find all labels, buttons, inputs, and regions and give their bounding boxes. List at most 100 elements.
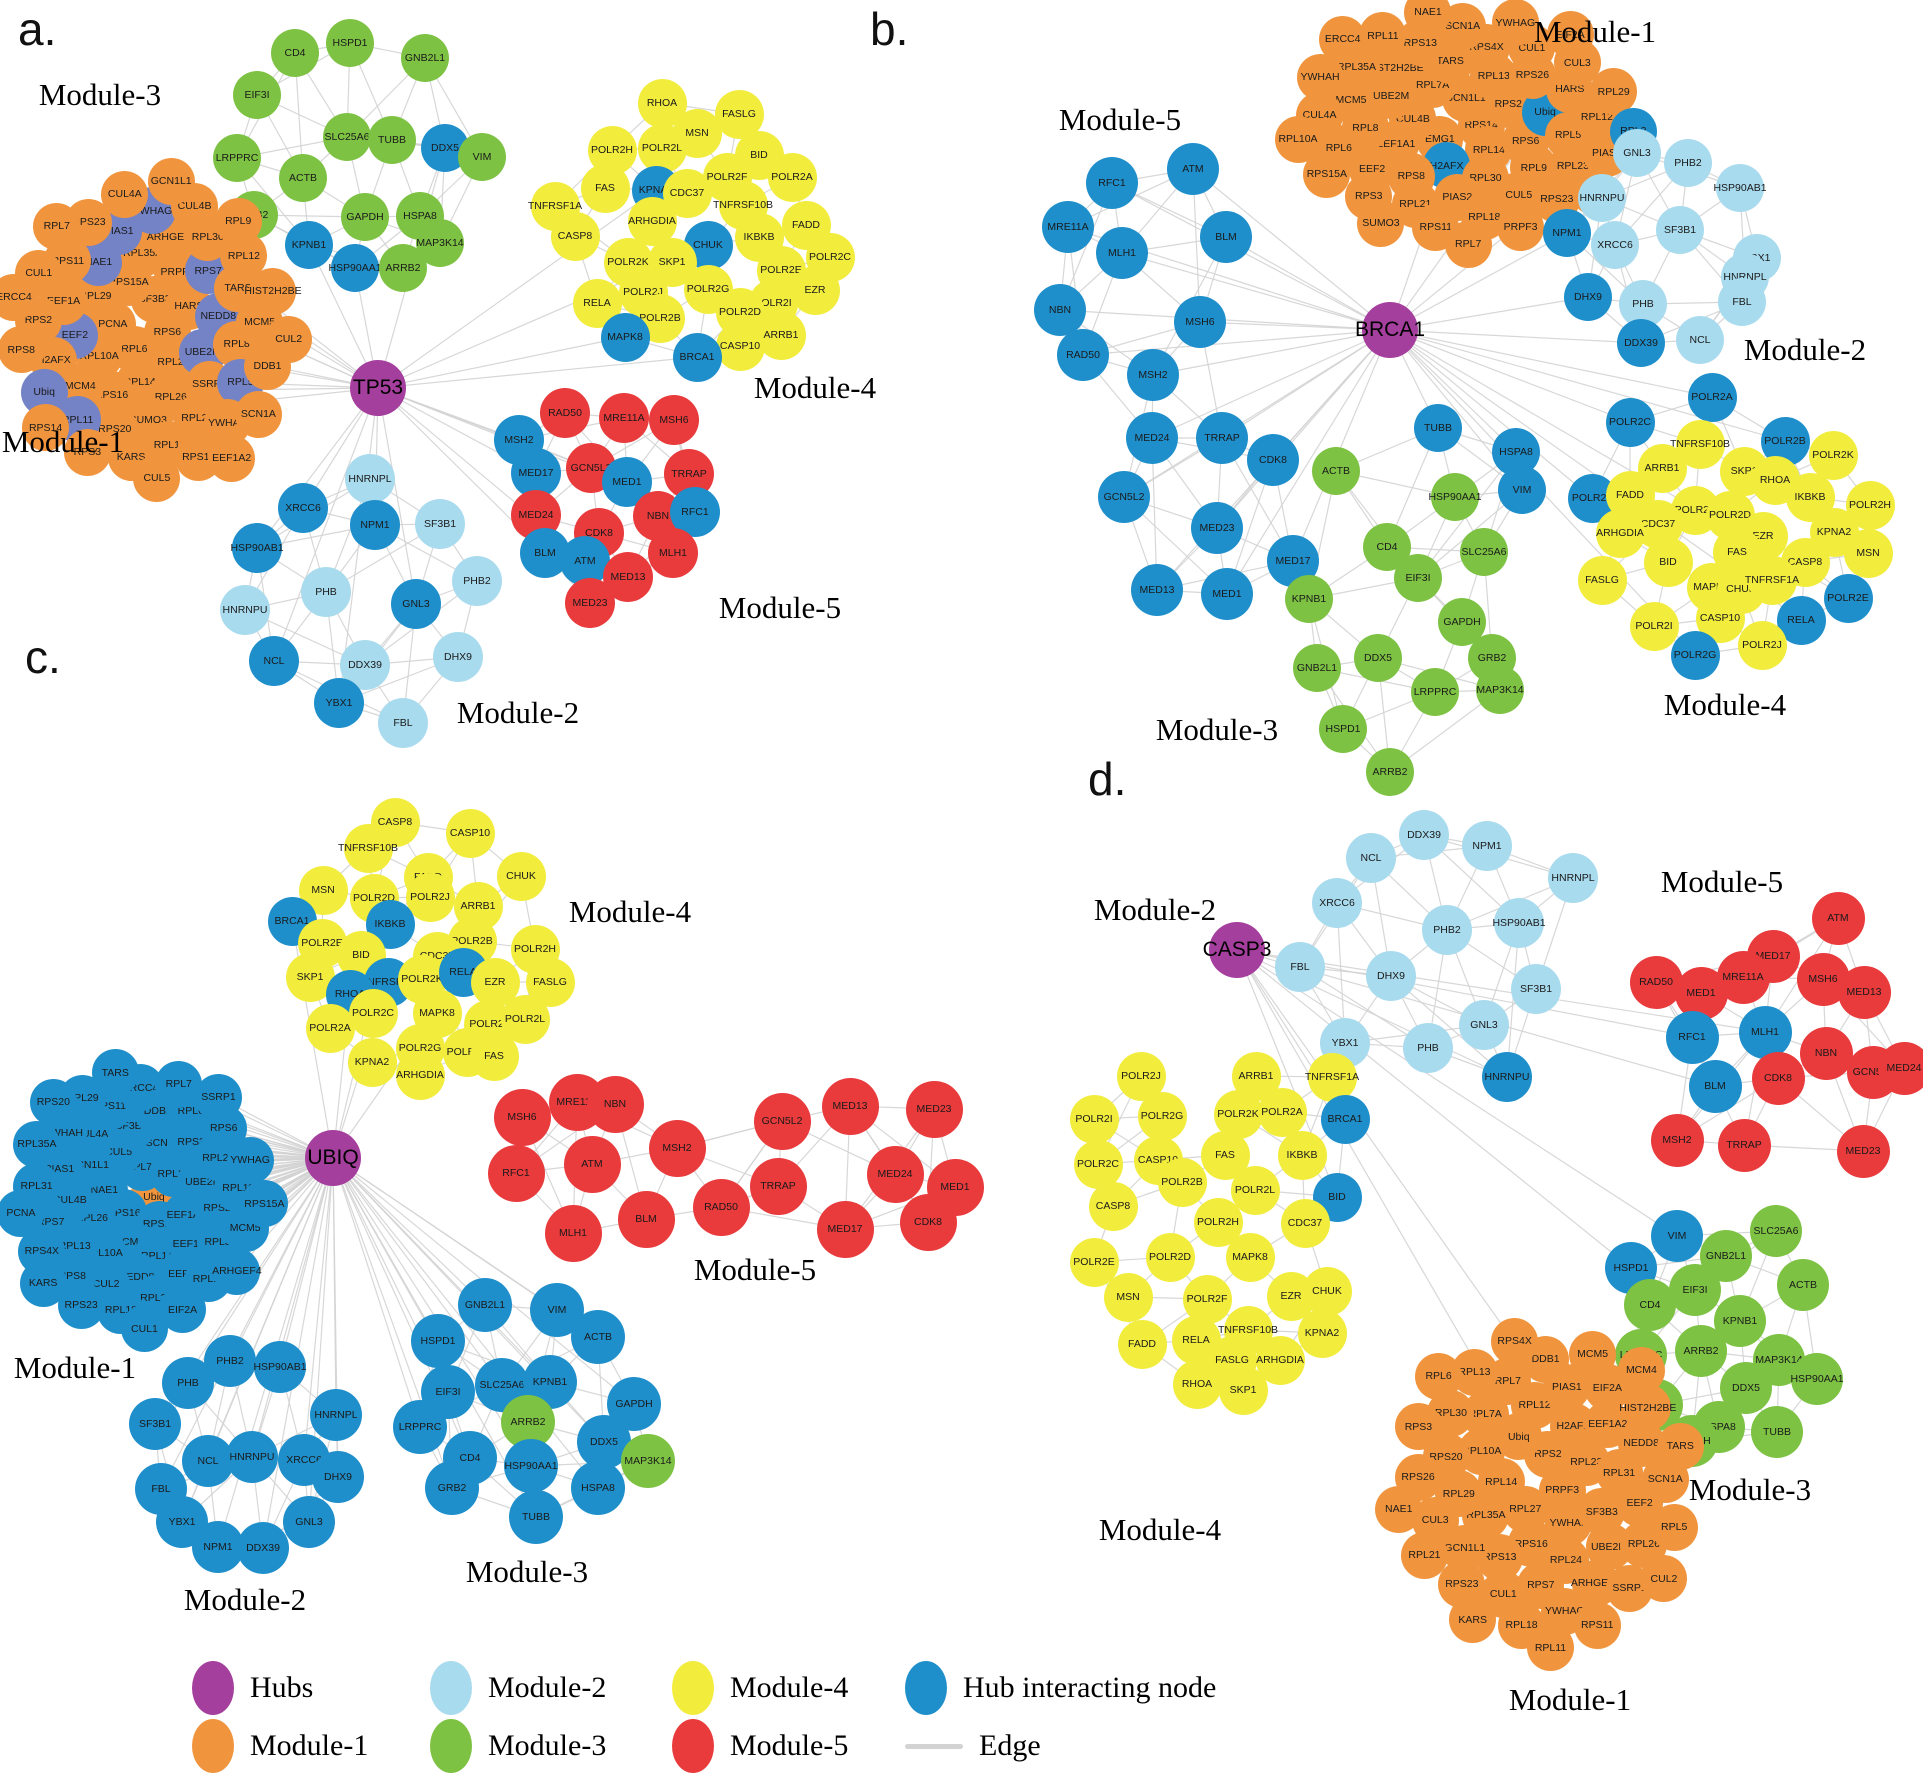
node-rps3: RPS3: [1394, 1403, 1442, 1451]
module-5-swatch-icon: [672, 1719, 714, 1773]
node-rad50: RAD50: [1629, 955, 1683, 1009]
node-polr2b: POLR2B: [1157, 1157, 1207, 1207]
node-rps15a: RPS15A: [240, 1180, 288, 1228]
node-hnrnpl: HNRNPL: [1548, 853, 1598, 903]
hub-node-ubiq: UBIQ: [305, 1130, 361, 1186]
legend-item-module-1: Module-1: [192, 1718, 368, 1774]
node-atm: ATM: [563, 1135, 621, 1193]
node-ybx1: YBX1: [314, 678, 364, 728]
hub-interacting-node-swatch-icon: [905, 1661, 947, 1715]
module-label: Module-3: [1155, 712, 1279, 747]
node-casp8: CASP8: [550, 211, 600, 261]
node-fbl: FBL: [1718, 278, 1766, 326]
node-map3k14: MAP3K14: [416, 219, 464, 267]
node-gnb2l1: GNB2L1: [458, 1278, 512, 1332]
node-tars: TARS: [1656, 1422, 1704, 1470]
node-sf3b1: SF3B1: [1656, 206, 1704, 254]
node-rpl11: RPL11: [1526, 1624, 1574, 1672]
node-mapk8: MAPK8: [600, 312, 650, 362]
node-blm: BLM: [1200, 211, 1252, 263]
node-arhgdia: ARHGDIA: [395, 1050, 445, 1100]
node-cul5: CUL5: [133, 455, 181, 503]
node-rpl9: RPL9: [214, 197, 262, 245]
node-kpna2: KPNA2: [347, 1037, 397, 1087]
legend-label: Hub interacting node: [963, 1671, 1217, 1704]
node-ercc4: ERCC4: [1319, 15, 1367, 63]
node-msn: MSN: [1843, 528, 1893, 578]
node-rps4x: RPS4X: [1491, 1317, 1539, 1365]
node-sf3b1: SF3B1: [415, 499, 465, 549]
node-eef1a2: EEF1A2: [208, 434, 256, 482]
hub-node-brca1: BRCA1: [1355, 302, 1425, 358]
node-rhoa: RHOA: [1172, 1359, 1222, 1409]
node-dhx9: DHX9: [312, 1451, 364, 1503]
hub-node-tp53: TP53: [350, 360, 406, 416]
node-brca1: BRCA1: [672, 332, 722, 382]
legend-label: Module-5: [730, 1729, 849, 1762]
node-phb: PHB: [301, 567, 351, 617]
node-hnrnpl: HNRNPL: [310, 1389, 362, 1441]
node-med24: MED24: [866, 1145, 924, 1203]
node-scn1a: SCN1A: [234, 390, 282, 438]
node-gnb2l1: GNB2L1: [401, 34, 449, 82]
node-polr2i: POLR2I: [1629, 601, 1679, 651]
node-polr2i: POLR2I: [1069, 1094, 1119, 1144]
node-dhx9: DHX9: [1564, 273, 1612, 321]
node-vim: VIM: [1651, 1210, 1703, 1262]
node-msh6: MSH6: [649, 395, 699, 445]
node-hsp90ab1: HSP90AB1: [1492, 898, 1546, 948]
node-tubb: TUBB: [1751, 1406, 1803, 1458]
node-gcn1l1: GCN1L1: [147, 157, 195, 205]
node-actb: ACTB: [571, 1310, 625, 1364]
node-cul4a: CUL4A: [101, 170, 149, 218]
module-label: Module-1: [1533, 14, 1657, 49]
node-sumo3: SUMO3: [1357, 199, 1405, 247]
node-cd4: CD4: [271, 29, 319, 77]
node-polr2k: POLR2K: [1808, 430, 1858, 480]
module-label: Module-1: [13, 1350, 137, 1385]
node-ssrp1: SSRP1: [195, 1073, 242, 1121]
legend-label: Module-4: [730, 1671, 849, 1704]
node-cul1: CUL1: [120, 1305, 168, 1353]
node-arrb2: ARRB2: [1675, 1325, 1727, 1377]
node-nbn: NBN: [1034, 284, 1086, 336]
node-med1: MED1: [1201, 568, 1253, 620]
node-rps20: RPS20: [29, 1078, 77, 1126]
node-ddx39: DDX39: [237, 1522, 289, 1574]
node-med17: MED17: [816, 1200, 874, 1258]
node-casp10: CASP10: [445, 808, 495, 858]
node-tnfrsf1a: TNFRSF1A: [1745, 555, 1799, 605]
node-map3k14: MAP3K14: [1476, 666, 1524, 714]
node-actb: ACTB: [279, 154, 327, 202]
node-mlh1: MLH1: [1096, 227, 1148, 279]
node-arrb2: ARRB2: [1366, 748, 1414, 796]
node-mre11a: MRE11A: [1042, 201, 1094, 253]
node-msh6: MSH6: [493, 1088, 551, 1146]
node-polr2e: POLR2E: [1823, 573, 1873, 623]
legend-item-module-5: Module-5: [672, 1718, 848, 1774]
node-atm: ATM: [1811, 891, 1865, 945]
node-med23: MED23: [1191, 502, 1243, 554]
node-mcm5: MCM5: [1569, 1331, 1617, 1379]
module-label: Module-2: [183, 1582, 307, 1617]
node-ncl: NCL: [1676, 316, 1724, 364]
edge-line-icon: [905, 1743, 963, 1749]
module-label: Module-5: [1058, 102, 1182, 137]
node-trrap: TRRAP: [749, 1157, 807, 1215]
node-rfc1: RFC1: [1665, 1010, 1719, 1064]
node-cd4: CD4: [1624, 1279, 1676, 1331]
module-2-swatch-icon: [430, 1661, 472, 1715]
node-gnl3: GNL3: [283, 1496, 335, 1548]
module-label: Module-2: [1093, 892, 1217, 927]
node-fadd: FADD: [1117, 1319, 1167, 1369]
node-med24: MED24: [1126, 412, 1178, 464]
node-hsp90ab1: HSP90AB1: [230, 523, 284, 573]
node-msh6: MSH6: [1174, 296, 1226, 348]
module-4-swatch-icon: [672, 1661, 714, 1715]
node-fbl: FBL: [378, 698, 428, 748]
node-med23: MED23: [565, 578, 615, 628]
node-ywhag: YWHAG: [226, 1136, 274, 1184]
node-nbn: NBN: [1799, 1026, 1853, 1080]
legend-item-hubs: Hubs: [192, 1660, 313, 1716]
